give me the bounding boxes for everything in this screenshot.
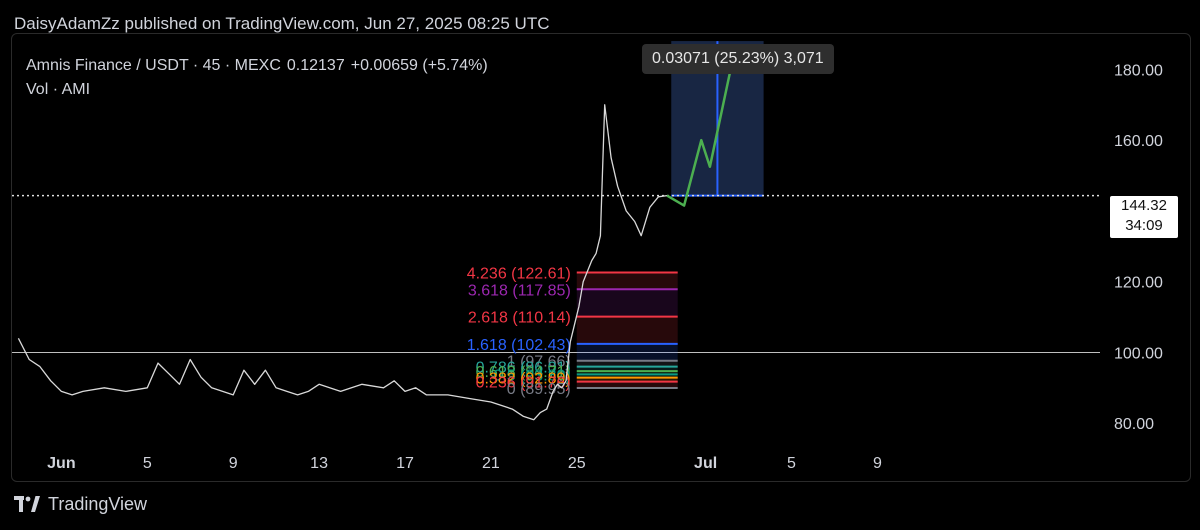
x-tick-label: 9 — [873, 455, 882, 472]
projection-path — [666, 65, 733, 207]
chart-area[interactable]: 80.00 100.00 120.00 160.00 180.00 Jun 5 9 13 17 21… — [11, 33, 1191, 482]
fib-level-label: 1.618 (102.43) — [467, 337, 571, 354]
fib-zone-band — [576, 366, 678, 372]
fib-level-label: 1 (97.66) — [507, 354, 571, 371]
fib-zone-band — [576, 343, 678, 361]
fib-zone-band — [576, 377, 678, 382]
fib-zone-band — [576, 272, 678, 290]
volume-indicator-label[interactable]: Vol · AMI — [26, 81, 91, 98]
symbol-title[interactable]: Amnis Finance / USDT · 45 · MEXC — [26, 57, 281, 74]
y-tick-label: 180.00 — [1114, 62, 1163, 79]
last-price: 0.12137 — [286, 57, 345, 74]
fib-level-label: 0.382 (92.89) — [476, 371, 571, 388]
chart-legend: Amnis Finance / USDT · 45 · MEXC 0.12137 +… — [26, 54, 488, 102]
price-change: +0.00659 (+5.74%) — [350, 57, 488, 74]
tradingview-branding[interactable]: TradingView — [14, 492, 147, 516]
x-tick-label: 9 — [229, 455, 238, 472]
x-tick-label: Jun — [47, 455, 75, 472]
fib-level-label: 0.618 (94.71) — [476, 364, 571, 381]
fib-level-label: 3.618 (117.85) — [468, 282, 571, 299]
x-tick-label: 13 — [310, 455, 328, 472]
x-tick-label: 5 — [787, 455, 796, 472]
fib-level-label: 0.5 (93.80) — [493, 367, 570, 384]
current-price-value: 144.32 — [1121, 197, 1167, 214]
fib-level-label: 4.236 (122.61) — [467, 265, 571, 282]
publisher-header: DaisyAdamZz published on TradingView.com… — [14, 14, 550, 33]
y-tick-label: 120.00 — [1114, 275, 1163, 292]
x-tick-label: 21 — [482, 455, 500, 472]
brand-name: TradingView — [48, 493, 148, 514]
fib-zone-band — [576, 371, 678, 375]
x-tick-label: 25 — [568, 455, 586, 472]
tradingview-logo-icon — [14, 496, 40, 512]
fib-level-label: 2.618 (110.14) — [468, 310, 571, 327]
fib-level-label: 0.786 (96.01) — [476, 360, 571, 377]
y-tick-label: 80.00 — [1114, 416, 1154, 433]
price-chart[interactable]: 80.00 100.00 120.00 160.00 180.00 Jun 5 9 13 17 21… — [12, 34, 1190, 481]
y-tick-label: 160.00 — [1114, 133, 1163, 150]
fib-level-label: 0 (89.95) — [507, 381, 571, 398]
y-tick-label: 100.00 — [1114, 345, 1163, 362]
fib-zone-band — [576, 316, 678, 344]
fib-zone-band — [576, 289, 678, 317]
fib-zone-band — [576, 360, 678, 367]
fib-level-label: 0.236 (91.76) — [476, 375, 571, 392]
measure-tooltip: 0.03071 (25.23%) 3,071 — [642, 44, 834, 74]
x-tick-label: 17 — [396, 455, 414, 472]
x-tick-label: 5 — [143, 455, 152, 472]
fib-zone-band — [576, 381, 678, 389]
price-series-line — [17, 104, 668, 421]
fib-zone-band — [576, 374, 678, 378]
bar-countdown: 34:09 — [1125, 217, 1163, 234]
current-price-tag: 144.32 34:09 — [1110, 196, 1178, 238]
x-tick-label: Jul — [694, 455, 717, 472]
